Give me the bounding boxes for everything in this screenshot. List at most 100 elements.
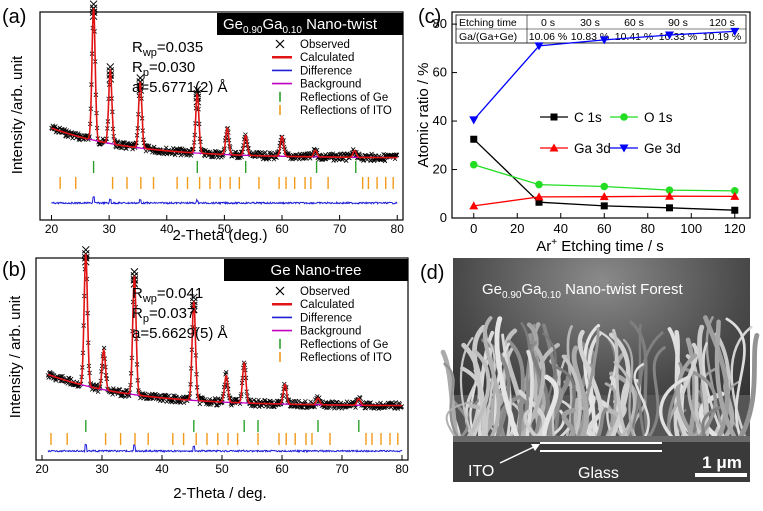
y-tick-label: 60 [433, 65, 447, 80]
x-tick-label: 70 [333, 222, 347, 236]
y-tick-label: 80 [433, 16, 447, 31]
legend-marker [619, 144, 629, 153]
scalebar [695, 473, 747, 477]
legend-label: Calculated [300, 299, 354, 311]
panel-b-xrd-chart: (b) Ge Nano-tree 20 30 40 50 60 70 80 2-Theta … [2, 245, 409, 502]
observed-point [334, 399, 339, 405]
observed-point [143, 148, 149, 154]
x-tick-label: 50 [218, 222, 232, 236]
data-point [600, 182, 609, 191]
calculated-line [47, 253, 402, 407]
difference-line [51, 196, 398, 206]
ito-layer [453, 436, 750, 442]
x-ticks-b: 20 30 40 50 60 70 80 [35, 455, 409, 476]
nanotwist [629, 320, 650, 439]
legend-label: Difference [300, 312, 352, 324]
nanotwist [633, 363, 650, 439]
x-tick-label: 30 [95, 462, 109, 476]
series-ga-3d [469, 191, 740, 210]
observed-point [197, 401, 203, 407]
observed-point [378, 400, 383, 406]
nanotwist [703, 315, 730, 440]
legend-label: Reflections of Ge [300, 92, 388, 104]
panel-label-a: (a) [2, 6, 26, 28]
panel-d-sem-image: (d) Ge0.90Ga0.10 Nano-twist Forest ITO G… [420, 258, 760, 482]
ito-arrow-head [531, 444, 540, 451]
series-ge-3d [469, 27, 740, 125]
nanotwist [647, 346, 666, 439]
x-tick-label: 40 [554, 221, 568, 236]
nanotwist [587, 400, 608, 440]
x-tick-label: 20 [35, 462, 49, 476]
series-c-1s [470, 135, 739, 214]
header-bg-a [217, 13, 403, 35]
observed-peak-marker [81, 245, 90, 254]
observed-point [291, 398, 297, 404]
data-point [599, 192, 609, 201]
y-tick-label: 20 [433, 162, 447, 177]
legend-label: Background [300, 326, 361, 338]
data-point [470, 135, 478, 143]
data-point [665, 186, 674, 194]
nanotwist [561, 354, 582, 439]
difference-line [47, 443, 403, 454]
nanotwist [685, 337, 697, 440]
observed-peak-marker [193, 97, 202, 106]
plot-area-c [469, 27, 740, 214]
y-tick-label: 40 [433, 113, 447, 128]
nanotwist [725, 317, 746, 439]
data-point [534, 42, 544, 51]
observed-point [308, 399, 313, 405]
x-tick-label: 70 [335, 462, 349, 476]
nanotwist [541, 374, 559, 440]
observed-point [115, 140, 121, 145]
data-point [665, 191, 675, 200]
x-tick-label: 60 [275, 222, 289, 236]
observed-peak-marker [89, 0, 98, 9]
nanotwist [609, 371, 639, 440]
observed-point [252, 404, 258, 409]
x-axis-label-b: 2-Theta / deg. [173, 485, 266, 502]
data-point [730, 27, 740, 36]
panel-a-xrd-chart: (a) Ge0.90Ga0.10 Nano-twist 20 30 40 50 60 70… [2, 0, 405, 244]
y-axis-label-c: Atomic ratio / % [415, 62, 432, 167]
observed-point [70, 135, 75, 141]
header-bg-b [224, 259, 408, 281]
ito-arrow [499, 444, 539, 464]
x-tick-label: 80 [391, 222, 405, 236]
table-row1-label: Etching time [459, 17, 517, 29]
observed-point [160, 398, 166, 404]
table-ratio: 10.19 % [703, 31, 742, 43]
x-tick-label: 40 [160, 222, 174, 236]
data-point [600, 202, 608, 210]
observed-point [122, 140, 127, 145]
table-time: 90 s [668, 17, 688, 29]
observed-point [312, 404, 317, 410]
legend-marker [620, 113, 628, 121]
observed-point [95, 389, 101, 395]
lattice-a: a=5.6771(2) Å [132, 79, 228, 96]
nanotwist [485, 338, 496, 439]
table-time: 0 s [541, 17, 555, 29]
y-axis-label-b: Intensity / arb. unit [7, 295, 24, 418]
header-b: Ge Nano-tree [271, 262, 362, 279]
observed-point [303, 398, 308, 404]
observed-point [178, 400, 183, 405]
nanotwist [472, 324, 487, 440]
legend-marker [549, 143, 559, 152]
observed-point [382, 158, 388, 164]
observed-point [124, 146, 129, 151]
data-point [665, 31, 675, 40]
x-tick-label: 30 [102, 222, 116, 236]
legend-label: Calculated [300, 52, 354, 64]
table-time: 120 s [709, 17, 735, 29]
nanotwist [523, 409, 539, 439]
x-tick-label: 50 [215, 462, 229, 476]
legend-label: Difference [300, 65, 352, 77]
legend-label: Background [300, 79, 361, 91]
legend-label: Reflections of ITO [300, 352, 392, 364]
plot-frame-c [451, 11, 751, 219]
observed-point [214, 149, 219, 154]
legend-label: Ga 3d [574, 141, 611, 156]
data-point [534, 192, 544, 201]
